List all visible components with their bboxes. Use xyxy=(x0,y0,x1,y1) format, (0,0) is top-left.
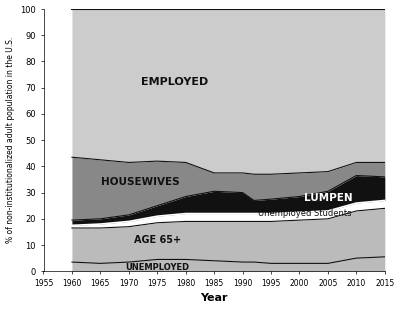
Text: EMPLOYED: EMPLOYED xyxy=(141,78,208,87)
Text: AGE 65+: AGE 65+ xyxy=(134,235,181,245)
Y-axis label: % of non-institutionalized adult population in the U.S.: % of non-institutionalized adult populat… xyxy=(6,37,14,243)
Text: UNEMPLOYED: UNEMPLOYED xyxy=(125,263,189,272)
X-axis label: Year: Year xyxy=(200,294,228,303)
Text: Unemployed Students: Unemployed Students xyxy=(258,209,352,218)
Text: HOUSEWIVES: HOUSEWIVES xyxy=(101,177,180,187)
Text: LUMPEN: LUMPEN xyxy=(304,193,352,203)
